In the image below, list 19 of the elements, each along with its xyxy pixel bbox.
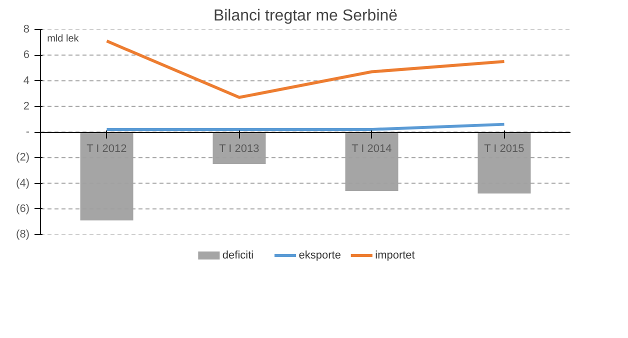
y-tick-label: (2)	[16, 152, 30, 164]
chart-title: Bilanci tregtar me Serbinë	[213, 8, 398, 24]
x-tick-label: T I 2012	[86, 143, 127, 155]
legend-label: eksporte	[298, 250, 341, 262]
y-tick-label: 2	[23, 100, 30, 112]
annotation: mld lek	[47, 33, 80, 44]
x-tick-label: T I 2013	[219, 143, 260, 155]
y-tick-label: (6)	[16, 202, 30, 215]
y-tick-label: 8	[23, 24, 30, 36]
line-series	[105, 40, 506, 99]
legend-label: importet	[375, 250, 415, 262]
y-tick-label: (4)	[16, 177, 30, 190]
y-tick-label: -	[26, 126, 30, 138]
legend-label: deficiti	[222, 250, 254, 262]
y-tick-label: 6	[23, 49, 30, 62]
x-tick-label: T I 2015	[484, 143, 524, 155]
y-tick-label: 4	[23, 74, 30, 87]
x-tick-label: T I 2014	[352, 143, 392, 155]
y-tick-label: (8)	[16, 228, 30, 240]
